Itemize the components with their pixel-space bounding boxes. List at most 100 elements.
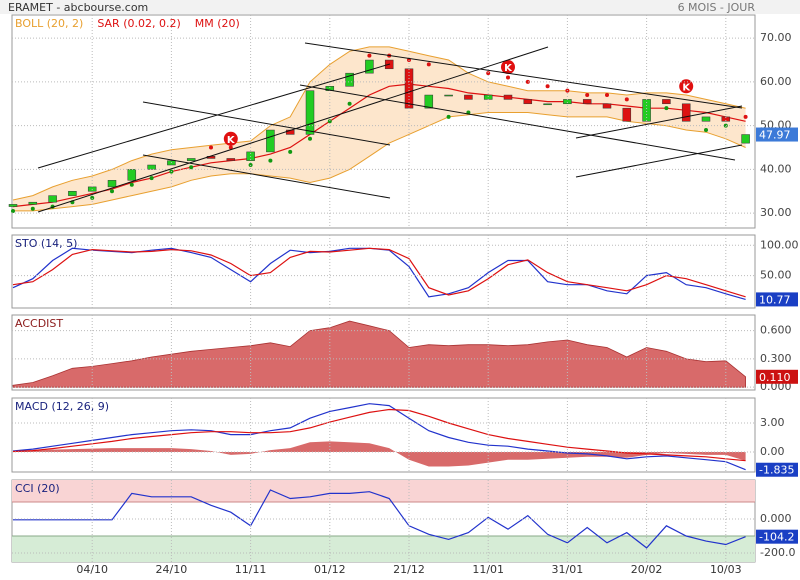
x-tick-label: 21/12 xyxy=(393,563,425,576)
y-tick-label: 3.00 xyxy=(760,416,785,429)
y-tick-label: 0.000 xyxy=(760,512,792,525)
panel-title: MACD (12, 26, 9) xyxy=(15,400,109,413)
last-value-label: 10.77 xyxy=(759,293,791,306)
lower-zone xyxy=(12,535,755,562)
candle xyxy=(543,103,552,106)
candle xyxy=(662,99,671,105)
candle xyxy=(444,94,453,97)
candle xyxy=(721,116,731,122)
last-value-box xyxy=(756,292,798,307)
candle xyxy=(48,195,57,203)
upper-zone xyxy=(12,480,755,502)
y-tick-label: 70.00 xyxy=(760,31,792,44)
trend-line xyxy=(575,144,743,178)
legend-entry: SAR (0.02, 0.2) xyxy=(97,17,180,30)
sar-dot xyxy=(624,97,629,102)
y-tick-label: 100.00 xyxy=(760,238,799,251)
candle xyxy=(563,99,572,105)
bollinger-upper xyxy=(12,46,746,201)
candle xyxy=(226,158,236,161)
trend-line xyxy=(142,101,391,146)
indicator-line xyxy=(12,247,746,298)
x-tick-label: 04/10 xyxy=(76,563,108,576)
y-tick-label: 30.00 xyxy=(760,206,792,219)
bollinger-fill xyxy=(13,46,746,211)
sar-dot xyxy=(268,158,273,163)
sar-dot xyxy=(743,114,748,119)
y-tick-label: 60.00 xyxy=(760,75,792,88)
candle xyxy=(345,72,354,87)
panel-frame xyxy=(11,397,756,473)
candle xyxy=(523,99,533,105)
candle xyxy=(622,107,632,122)
y-tick-label: 0.600 xyxy=(760,324,792,337)
last-value-label: -104.2 xyxy=(759,531,794,544)
candle xyxy=(127,169,137,181)
last-value-label: -1.835 xyxy=(759,464,794,477)
candle xyxy=(483,94,493,100)
x-tick-label: 01/12 xyxy=(314,563,346,576)
panel-title: ACCDIST xyxy=(15,317,63,330)
panel-frame xyxy=(11,234,756,309)
candle xyxy=(464,94,473,100)
sar-dot xyxy=(30,206,35,211)
sar-dot xyxy=(525,79,530,84)
sar-dot xyxy=(90,195,95,200)
sar-dot xyxy=(545,84,550,89)
trend-line xyxy=(37,46,549,213)
trend-line xyxy=(575,105,743,139)
sar-dot xyxy=(288,149,293,154)
panel-title: STO (14, 5) xyxy=(15,237,77,250)
indicator-area xyxy=(12,320,746,388)
sar-dot xyxy=(129,182,134,187)
sar-dot xyxy=(11,208,15,213)
header-bar xyxy=(0,0,800,14)
candle xyxy=(8,204,18,207)
last-value-box xyxy=(756,369,798,384)
indicator-line xyxy=(12,403,746,471)
trend-line xyxy=(142,154,391,199)
candle xyxy=(602,103,612,109)
x-tick-label: 10/03 xyxy=(710,563,742,576)
sar-dot xyxy=(723,123,728,128)
legend-entry: BOLL (20, 2) xyxy=(15,17,83,30)
candle xyxy=(186,158,196,161)
annotation-label: K xyxy=(227,135,236,146)
trend-line xyxy=(37,63,391,169)
x-tick-label: 31/01 xyxy=(552,563,584,576)
candle xyxy=(503,94,513,100)
y-tick-label: 0.300 xyxy=(760,352,792,365)
annotation-marker xyxy=(501,60,515,75)
sar-dot xyxy=(209,145,213,150)
indicator-line xyxy=(12,408,746,462)
last-value-label: 47.97 xyxy=(759,129,791,142)
sar-dot xyxy=(110,189,114,194)
sar-dot xyxy=(585,93,590,98)
trend-line xyxy=(299,84,736,161)
indicator-line xyxy=(13,489,746,549)
y-tick-label: -200.0 xyxy=(760,546,795,559)
sar-dot xyxy=(664,106,669,111)
last-value-label: 0.110 xyxy=(759,371,791,384)
sar-dot xyxy=(446,114,451,119)
x-tick-label: 11/01 xyxy=(472,563,504,576)
candle xyxy=(365,59,374,74)
sar-dot xyxy=(189,165,194,170)
candle xyxy=(582,99,592,105)
sar-dot xyxy=(228,145,233,150)
header-period: 6 MOIS - JOUR xyxy=(678,1,756,14)
panel-title: CCI (20) xyxy=(15,482,60,495)
sar-dot xyxy=(426,62,431,67)
header-title: ERAMET - abcbourse.com xyxy=(8,1,148,14)
last-value-box xyxy=(756,529,798,544)
candle xyxy=(424,94,434,109)
trend-line xyxy=(304,42,743,109)
candle xyxy=(681,103,691,122)
sar-dot xyxy=(347,101,352,106)
candle xyxy=(266,129,275,153)
annotation-marker xyxy=(223,131,238,146)
sar-dot xyxy=(367,53,372,58)
last-value-box xyxy=(756,127,798,142)
sar-dot xyxy=(605,93,609,98)
